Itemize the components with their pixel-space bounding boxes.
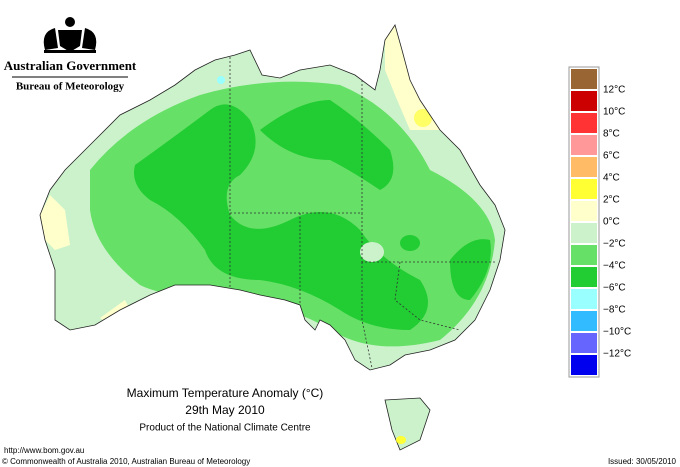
legend-label: −2°C — [603, 239, 626, 250]
legend-swatch — [571, 201, 597, 221]
agency-name: Bureau of Meteorology — [16, 81, 125, 93]
legend-label: 2°C — [603, 195, 620, 206]
legend-label: −6°C — [603, 283, 626, 294]
legend-label: 0°C — [603, 217, 620, 228]
map-title: Maximum Temperature Anomaly (°C) — [127, 386, 324, 400]
legend-swatch — [571, 333, 597, 353]
legend-label: −12°C — [603, 349, 631, 360]
legend-swatch — [571, 311, 597, 331]
footer-issued: Issued: 30/05/2010 — [608, 457, 677, 466]
legend-swatch — [571, 113, 597, 133]
legend-swatch — [571, 69, 597, 89]
legend-swatch — [571, 245, 597, 265]
legend-swatch — [571, 179, 597, 199]
legend-label: −4°C — [603, 261, 626, 272]
legend-label: 12°C — [603, 85, 625, 96]
map-product: Product of the National Climate Centre — [139, 423, 311, 434]
legend-label: −10°C — [603, 327, 631, 338]
legend-swatch — [571, 355, 597, 375]
legend-label: 8°C — [603, 129, 620, 140]
government-name: Australian Government — [4, 58, 137, 73]
legend: 12°C 10°C 8°C 6°C 4°C 2°C 0°C −2°C −4°C −6°C −8°C −… — [568, 66, 631, 378]
legend-swatch — [571, 91, 597, 111]
footer-url: http://www.bom.gov.au — [4, 446, 84, 455]
legend-label: 10°C — [603, 107, 625, 118]
footer-copyright: © Commonwealth of Australia 2010, Austra… — [2, 457, 250, 466]
legend-label: −8°C — [603, 305, 626, 316]
crest — [43, 17, 97, 53]
legend-label: 4°C — [603, 173, 620, 184]
map-date: 29th May 2010 — [185, 403, 265, 417]
legend-swatch — [571, 157, 597, 177]
legend-swatch — [571, 267, 597, 287]
legend-swatch — [571, 223, 597, 243]
legend-swatch — [571, 135, 597, 155]
legend-label: 6°C — [603, 151, 620, 162]
legend-swatch — [571, 289, 597, 309]
